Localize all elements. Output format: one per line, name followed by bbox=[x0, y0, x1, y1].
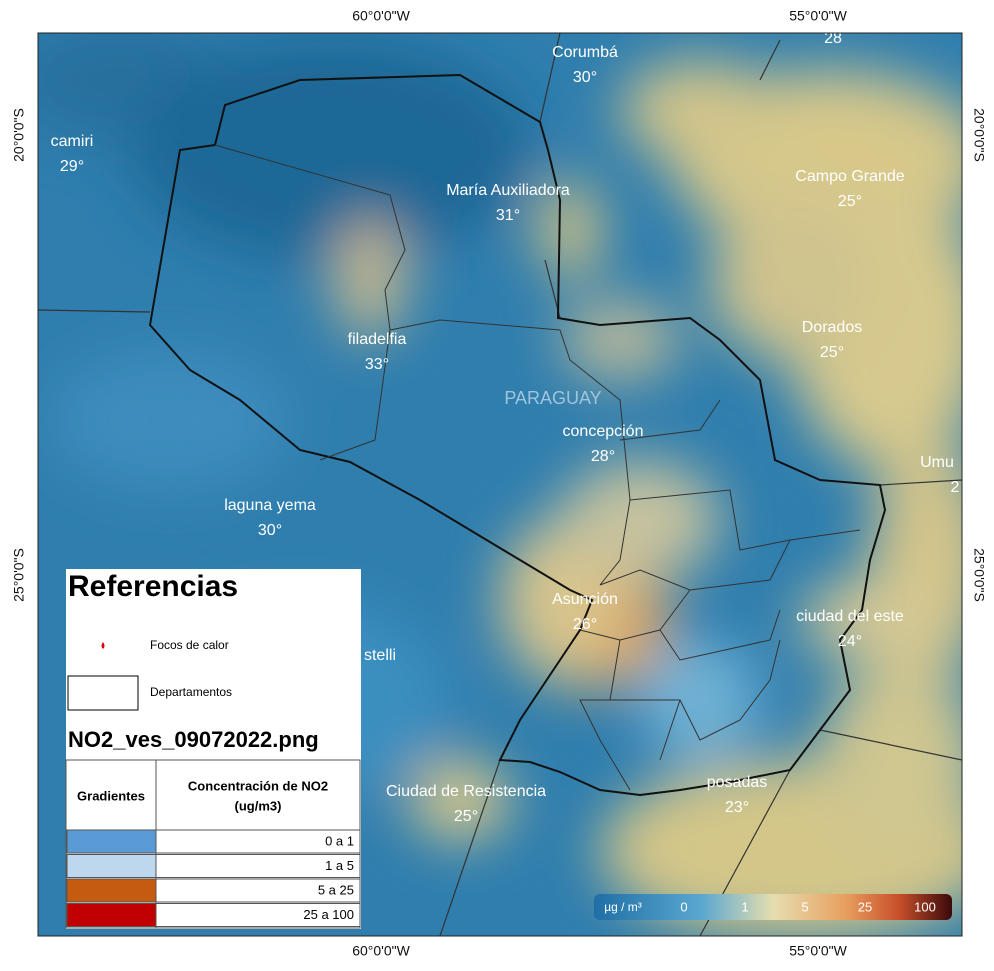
city-name: filadelfia bbox=[348, 331, 407, 348]
city-name: Corumbá bbox=[552, 44, 618, 61]
colorbar-tick: 25 bbox=[858, 899, 872, 914]
city-temp: 29° bbox=[60, 158, 84, 175]
city-name: posadas bbox=[707, 774, 768, 791]
paraguay-outline bbox=[148, 73, 887, 797]
hotspot-icon bbox=[101, 642, 105, 649]
range-cell bbox=[155, 903, 361, 927]
borders bbox=[38, 33, 962, 936]
range-label: 0 a 1 bbox=[325, 833, 354, 848]
table-header: Gradientes bbox=[77, 788, 145, 803]
city-name: Umu bbox=[920, 454, 954, 471]
city-name: camiri bbox=[51, 133, 94, 150]
lon-label: 60°0'0"W bbox=[352, 8, 410, 24]
range-label: 25 a 100 bbox=[303, 907, 354, 922]
gradient-swatch bbox=[66, 878, 157, 903]
lat-label: 25°0'0"S bbox=[971, 548, 987, 602]
department-lines bbox=[214, 144, 861, 791]
colorbar-tick: 100 bbox=[914, 899, 936, 914]
city-temp: 31° bbox=[496, 207, 520, 224]
gradient-swatch bbox=[66, 903, 157, 927]
city-temp: 28 bbox=[824, 30, 842, 47]
city-name: concepción bbox=[563, 423, 644, 440]
city-temp: 23° bbox=[725, 799, 749, 816]
colorbar-ramp bbox=[594, 894, 952, 920]
range-cell bbox=[155, 878, 361, 903]
gradient-swatch bbox=[66, 854, 157, 878]
colorbar-tick: 0 bbox=[680, 899, 687, 914]
city-temp: 25° bbox=[454, 808, 478, 825]
colorbar-ticks: 0 1 5 25 100 bbox=[680, 899, 935, 914]
city-name: Asunción bbox=[552, 591, 618, 608]
table-header: (ug/m3) bbox=[235, 798, 282, 813]
lon-label: 55°0'0"W bbox=[789, 943, 847, 959]
city-name: Ciudad de Resistencia bbox=[386, 783, 546, 800]
city-temp: 24° bbox=[838, 633, 862, 650]
city-name: laguna yema bbox=[224, 497, 316, 514]
lon-label: 60°0'0"W bbox=[352, 943, 410, 959]
range-label: 5 a 25 bbox=[318, 882, 354, 897]
city-temp: 30° bbox=[573, 69, 597, 86]
city-name: Campo Grande bbox=[795, 168, 904, 185]
table-rows: 0 a 1 1 a 5 5 a 25 25 a 100 bbox=[66, 829, 361, 927]
legend-item: Departamentos bbox=[150, 685, 232, 699]
city-labels: Corumbá 30° 28 camiri 29° María Auxiliadora 31… bbox=[51, 30, 960, 825]
city-name: ciudad del este bbox=[796, 608, 904, 625]
lat-label: 25°0'0"S bbox=[11, 548, 27, 602]
colorbar-unit: µg / m³ bbox=[604, 900, 642, 914]
department-swatch bbox=[67, 675, 139, 711]
lat-label: 20°0'0"S bbox=[971, 108, 987, 162]
lon-label: 55°0'0"W bbox=[789, 8, 847, 24]
city-temp: 26° bbox=[573, 616, 597, 633]
city-temp: 25° bbox=[838, 193, 862, 210]
legend-panel: Referencias Focos de calor Departamentos… bbox=[65, 569, 361, 929]
no2-field bbox=[38, 33, 962, 936]
table-header: Concentración de NO2 bbox=[188, 778, 328, 793]
country-label: PARAGUAY bbox=[504, 388, 601, 408]
colorbar-tick: 5 bbox=[801, 899, 808, 914]
gradient-swatch bbox=[66, 829, 157, 854]
city-temp: 25° bbox=[820, 344, 844, 361]
legend-title: Referencias bbox=[68, 570, 238, 603]
colorbar: µg / m³ 0 1 5 25 100 bbox=[594, 894, 952, 920]
legend-item: Focos de calor bbox=[150, 638, 229, 652]
city-name: María Auxiliadora bbox=[446, 182, 570, 199]
image-title: NO2_ves_09072022.png bbox=[68, 727, 319, 752]
lat-label: 20°0'0"S bbox=[11, 108, 27, 162]
colorbar-tick: 1 bbox=[741, 899, 748, 914]
range-cell bbox=[155, 829, 361, 854]
city-name: Dorados bbox=[802, 319, 862, 336]
city-temp: 33° bbox=[365, 356, 389, 373]
range-label: 1 a 5 bbox=[325, 858, 354, 873]
country-borders bbox=[38, 33, 962, 936]
city-temp: 2 bbox=[951, 479, 960, 496]
city-name: stelli bbox=[364, 647, 396, 664]
city-temp: 28° bbox=[591, 448, 615, 465]
map-frame bbox=[37, 32, 963, 937]
range-cell bbox=[155, 854, 361, 878]
city-temp: 30° bbox=[258, 522, 282, 539]
